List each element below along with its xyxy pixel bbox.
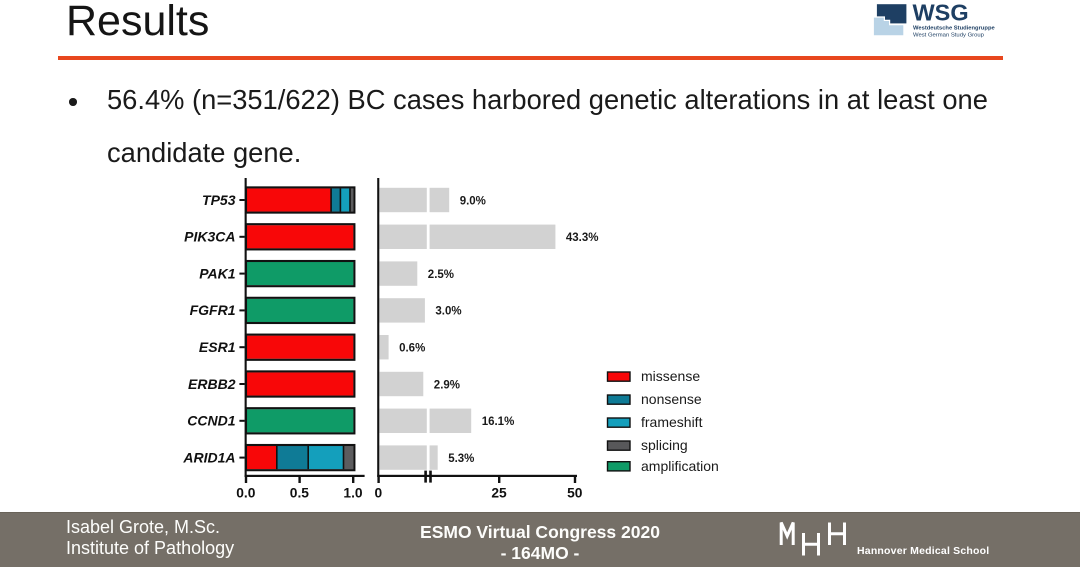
- svg-text:0.6%: 0.6%: [399, 343, 425, 355]
- svg-text:2.9%: 2.9%: [434, 379, 460, 391]
- svg-text:43.3%: 43.3%: [566, 232, 599, 244]
- svg-text:splicing: splicing: [641, 437, 688, 453]
- svg-text:amplification: amplification: [641, 458, 719, 474]
- svg-text:ESR1: ESR1: [199, 339, 236, 355]
- svg-text:16.1%: 16.1%: [482, 416, 515, 428]
- svg-text:TP53: TP53: [202, 192, 236, 208]
- svg-text:5.3%: 5.3%: [448, 453, 474, 465]
- svg-text:9.0%: 9.0%: [460, 195, 486, 207]
- svg-text:WSG: WSG: [913, 0, 969, 25]
- svg-text:PAK1: PAK1: [199, 265, 236, 281]
- svg-text:missense: missense: [641, 368, 700, 384]
- svg-text:0.5: 0.5: [290, 486, 310, 501]
- svg-text:nonsense: nonsense: [641, 391, 702, 407]
- svg-text:Westdeutsche Studiengruppe: Westdeutsche Studiengruppe: [913, 26, 995, 32]
- svg-text:FGFR1: FGFR1: [190, 302, 236, 318]
- svg-text:frameshift: frameshift: [641, 414, 703, 430]
- svg-text:ERBB2: ERBB2: [188, 376, 236, 392]
- svg-text:50: 50: [567, 486, 583, 501]
- svg-text:CCND1: CCND1: [187, 413, 235, 429]
- svg-text:25: 25: [491, 486, 507, 501]
- svg-text:ARID1A: ARID1A: [182, 449, 235, 465]
- svg-text:PIK3CA: PIK3CA: [184, 229, 235, 245]
- svg-text:1.0: 1.0: [343, 486, 363, 501]
- svg-text:3.0%: 3.0%: [435, 306, 461, 318]
- svg-text:0.0: 0.0: [236, 486, 256, 501]
- svg-text:West German Study Group: West German Study Group: [913, 33, 985, 39]
- svg-text:0: 0: [375, 486, 383, 501]
- svg-text:2.5%: 2.5%: [428, 269, 454, 281]
